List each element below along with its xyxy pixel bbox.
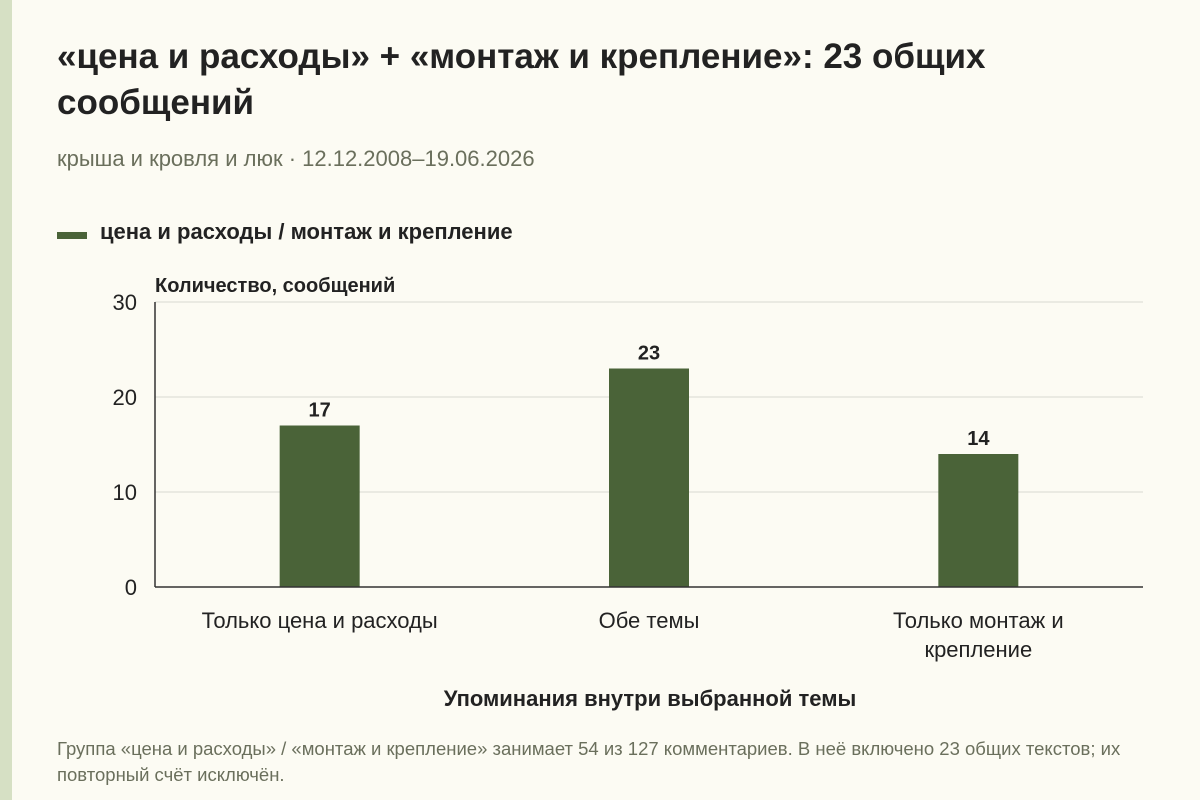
- bar: [938, 454, 1019, 587]
- data-label: 14: [967, 428, 990, 450]
- legend-label: цена и расходы / монтаж и крепление: [100, 219, 513, 244]
- x-tick-label: Только монтаж и крепление: [892, 608, 1064, 662]
- chart-subtitle: крыша и кровля и люк · 12.12.2008–19.06.…: [57, 146, 535, 171]
- y-tick-label: 10: [113, 480, 137, 505]
- footnote: Группа «цена и расходы» / «монтаж и креп…: [57, 738, 1121, 785]
- data-label: 23: [638, 343, 660, 365]
- x-axis-title: Упоминания внутри выбранной темы: [443, 686, 857, 711]
- accent-strip: [0, 0, 12, 800]
- y-tick-label: 0: [125, 575, 137, 600]
- y-axis-title: Количество, сообщений: [155, 275, 395, 297]
- y-tick-label: 20: [113, 385, 137, 410]
- x-tick-label: Обе темы: [598, 608, 700, 633]
- legend-swatch: [57, 231, 87, 239]
- bar: [279, 425, 360, 587]
- data-label: 17: [309, 400, 331, 422]
- bar: [609, 368, 689, 587]
- legend: цена и расходы / монтаж и крепление: [57, 219, 513, 245]
- x-tick-label: Только цена и расходы: [201, 608, 438, 633]
- y-tick-label: 30: [113, 290, 137, 315]
- chart-title: «цена и расходы» + «монтаж и крепление»:…: [57, 37, 986, 122]
